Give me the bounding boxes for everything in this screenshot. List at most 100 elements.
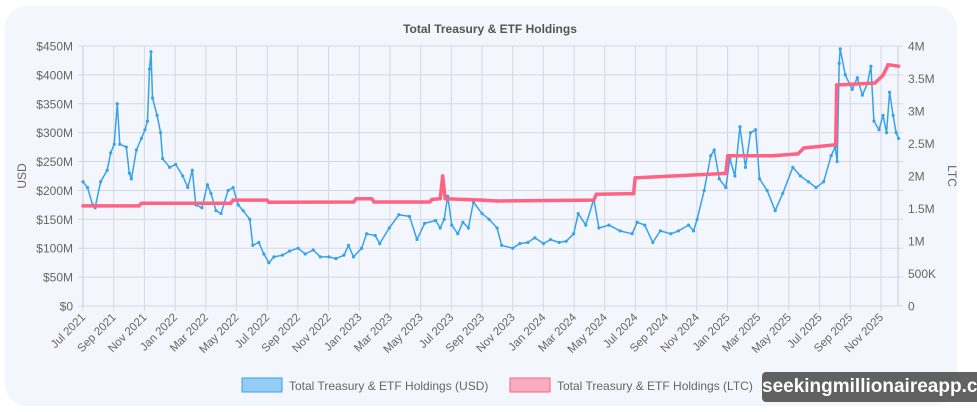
data-point bbox=[407, 214, 412, 219]
data-point bbox=[81, 204, 85, 208]
data-point bbox=[743, 165, 748, 169]
data-point bbox=[533, 236, 537, 240]
data-point bbox=[85, 185, 90, 190]
data-point bbox=[262, 252, 266, 256]
data-point bbox=[231, 185, 235, 190]
data-point bbox=[796, 152, 800, 156]
data-point bbox=[495, 226, 499, 230]
data-point bbox=[369, 196, 374, 201]
data-point bbox=[873, 81, 877, 85]
data-point bbox=[127, 171, 131, 175]
data-point bbox=[99, 180, 103, 184]
data-point bbox=[442, 217, 446, 221]
chart-title: Total Treasury & ETF Holdings bbox=[403, 22, 577, 36]
data-point bbox=[372, 200, 376, 204]
data-point bbox=[359, 246, 364, 250]
data-point bbox=[205, 183, 210, 187]
data-point bbox=[440, 174, 445, 178]
data-point bbox=[686, 223, 691, 227]
data-point bbox=[526, 240, 530, 245]
data-point bbox=[251, 243, 255, 247]
legend-label: Total Treasury & ETF Holdings (USD) bbox=[289, 379, 488, 393]
data-point bbox=[597, 226, 601, 230]
data-point bbox=[280, 253, 285, 257]
data-point bbox=[781, 191, 785, 195]
data-point bbox=[837, 61, 841, 65]
data-point bbox=[373, 233, 377, 238]
data-point bbox=[346, 243, 351, 247]
data-point bbox=[814, 185, 818, 190]
data-point bbox=[112, 142, 116, 146]
data-point bbox=[511, 246, 515, 250]
data-point bbox=[450, 223, 454, 227]
data-point bbox=[894, 131, 898, 135]
data-point bbox=[829, 154, 833, 158]
data-point bbox=[109, 151, 113, 155]
y-axis-title: USD bbox=[15, 163, 29, 189]
data-point bbox=[241, 209, 245, 213]
data-point bbox=[145, 119, 150, 123]
data-point bbox=[850, 87, 854, 91]
data-point bbox=[584, 223, 588, 227]
data-point bbox=[724, 171, 728, 176]
y-tick-label: $250M bbox=[36, 155, 73, 169]
data-point bbox=[658, 229, 662, 233]
data-point bbox=[495, 199, 499, 203]
data-point bbox=[896, 64, 901, 68]
data-point bbox=[748, 131, 753, 135]
data-point bbox=[149, 50, 153, 54]
data-point bbox=[287, 249, 292, 253]
data-point bbox=[443, 196, 448, 201]
data-point bbox=[81, 180, 85, 184]
data-point bbox=[806, 180, 811, 184]
watermark: seekingmillionaireapp.com bbox=[762, 372, 977, 402]
y-tick-label: $200M bbox=[36, 184, 73, 198]
data-point bbox=[500, 243, 504, 247]
data-point bbox=[757, 177, 762, 181]
y2-tick-label: 1M bbox=[908, 235, 925, 249]
data-point bbox=[487, 217, 491, 221]
data-point bbox=[139, 136, 144, 141]
data-point bbox=[724, 185, 728, 190]
data-point bbox=[226, 188, 230, 193]
data-point bbox=[137, 204, 141, 208]
data-point bbox=[446, 194, 450, 198]
data-point bbox=[877, 128, 881, 132]
data-point bbox=[214, 209, 218, 213]
data-point bbox=[480, 211, 484, 216]
data-point bbox=[773, 209, 777, 213]
data-point bbox=[427, 200, 432, 204]
data-point bbox=[887, 90, 892, 94]
data-point bbox=[174, 162, 178, 167]
y2-tick-label: 3M bbox=[908, 105, 925, 119]
data-point bbox=[257, 240, 261, 245]
y2-tick-label: 3.5M bbox=[908, 72, 935, 86]
data-point bbox=[186, 185, 190, 190]
data-point bbox=[576, 211, 580, 216]
data-point bbox=[351, 255, 356, 259]
data-point bbox=[886, 63, 890, 67]
data-point bbox=[387, 226, 391, 230]
data-point bbox=[884, 131, 889, 135]
y-tick-label: $400M bbox=[36, 68, 73, 82]
data-point bbox=[821, 180, 826, 184]
data-point bbox=[200, 206, 204, 210]
y2-tick-label: 1.5M bbox=[908, 202, 935, 216]
data-point bbox=[726, 154, 730, 158]
data-point bbox=[594, 192, 599, 196]
data-point bbox=[342, 253, 346, 257]
y-tick-label: $350M bbox=[36, 97, 73, 111]
data-point bbox=[267, 200, 271, 205]
data-point bbox=[334, 257, 338, 261]
data-point bbox=[118, 142, 122, 146]
data-point bbox=[155, 113, 159, 117]
data-point bbox=[422, 221, 427, 225]
data-point bbox=[691, 229, 696, 233]
data-point bbox=[143, 128, 147, 132]
y-tick-label: $50M bbox=[43, 271, 73, 285]
data-point bbox=[150, 96, 155, 100]
data-point bbox=[134, 148, 139, 152]
data-point bbox=[881, 113, 885, 117]
data-point bbox=[461, 220, 465, 224]
